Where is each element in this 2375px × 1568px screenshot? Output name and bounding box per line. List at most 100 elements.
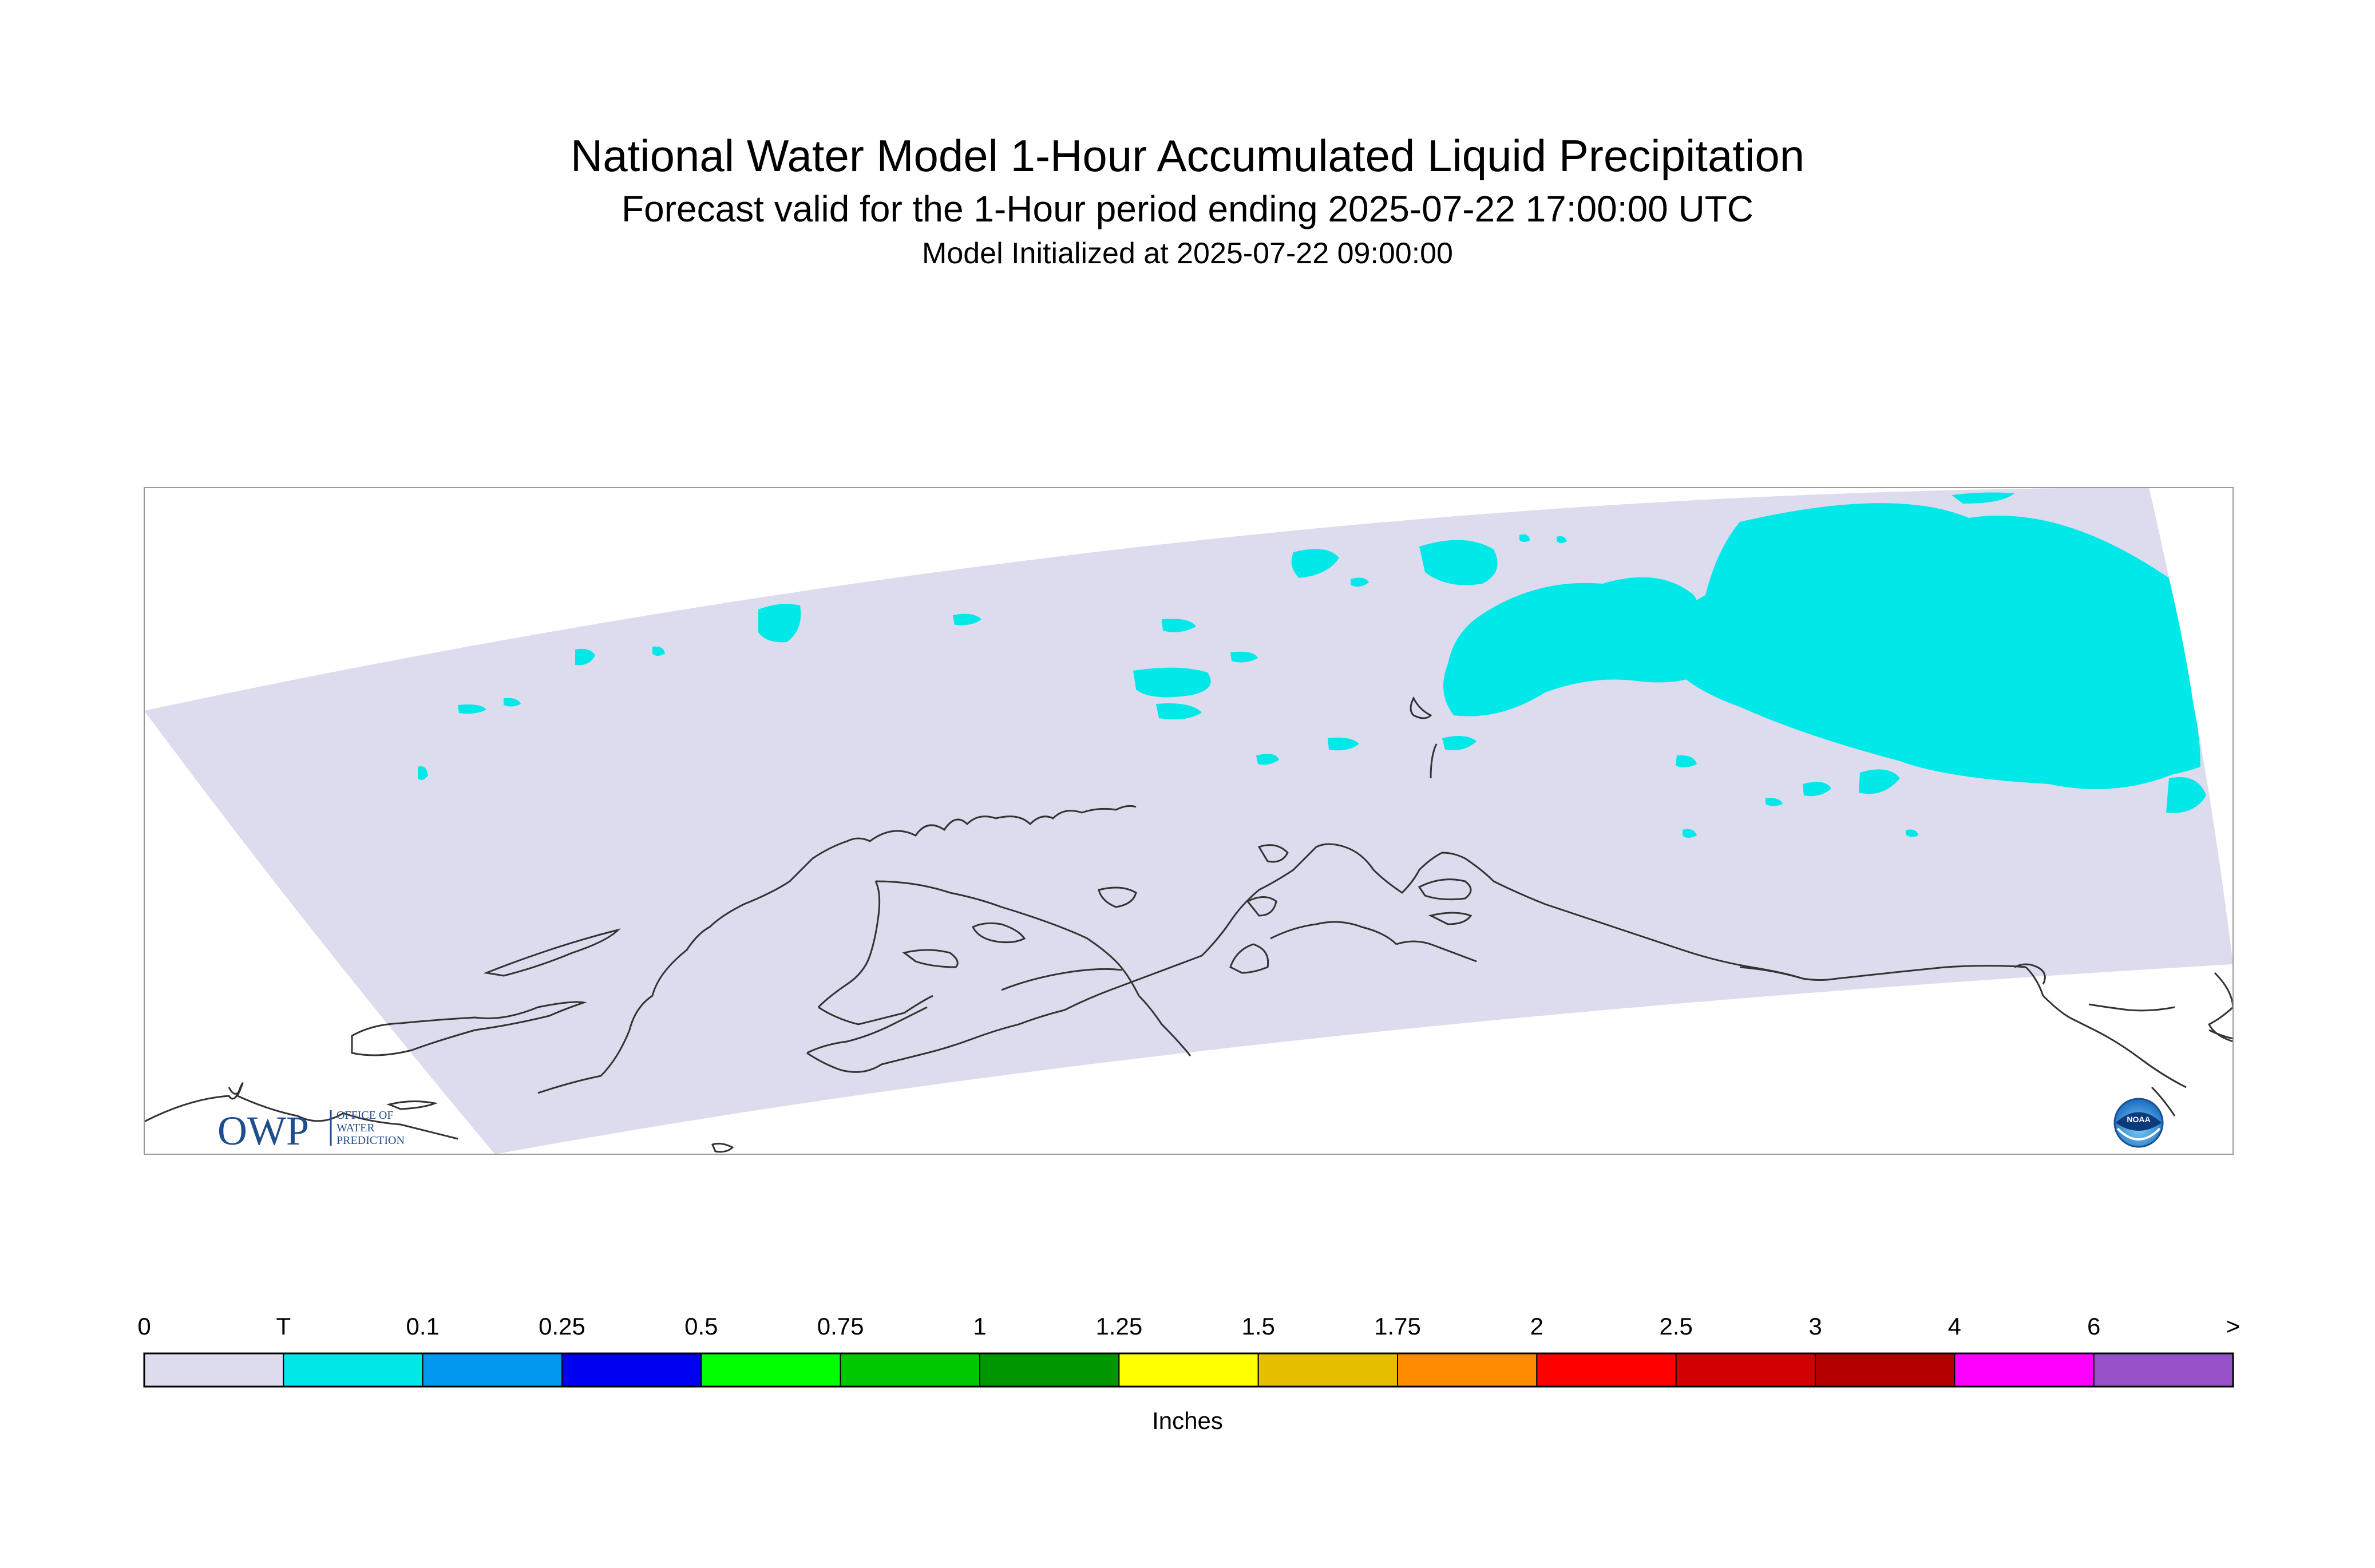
owp-logo-text-line-1: OFFICE OF bbox=[337, 1109, 393, 1122]
legend-color-swatch bbox=[422, 1353, 563, 1387]
coastline bbox=[144, 696, 2233, 1153]
map-frame bbox=[144, 487, 2234, 1155]
precip-cell bbox=[504, 698, 521, 707]
owp-logo-text-line-3: PREDICTION bbox=[337, 1134, 405, 1147]
coastline-path bbox=[971, 922, 1026, 944]
legend-tick-label: > bbox=[2226, 1313, 2241, 1340]
precip-cell bbox=[1156, 703, 1202, 720]
precipitation-trace-areas bbox=[418, 492, 2206, 838]
legend-tick-label: 2.5 bbox=[1659, 1313, 1693, 1340]
coastline-path bbox=[228, 1087, 242, 1095]
noaa-seal-icon: NOAA bbox=[2113, 1098, 2164, 1148]
owp-logo: OWP OFFICE OF WATER PREDICTION bbox=[217, 1108, 405, 1154]
coastline-path bbox=[902, 949, 959, 968]
coastline-path bbox=[2094, 1029, 2187, 1088]
precip-cell bbox=[1162, 619, 1196, 632]
legend-tick-label: 0.75 bbox=[817, 1313, 864, 1340]
precip-cell bbox=[458, 704, 486, 714]
precip-cell bbox=[1859, 769, 1900, 794]
coastline-path bbox=[817, 881, 881, 1008]
legend-tick-label: 1.75 bbox=[1374, 1313, 1421, 1340]
legend-tick-label: 4 bbox=[1948, 1313, 1962, 1340]
coastline-path bbox=[2025, 966, 2095, 1031]
legend-color-swatch bbox=[840, 1353, 980, 1387]
legend-color-swatch bbox=[1954, 1353, 2095, 1387]
coastline-path bbox=[1430, 743, 1438, 779]
legend-tick-label: T bbox=[276, 1313, 291, 1340]
precip-cell bbox=[1519, 534, 1530, 542]
precip-cell bbox=[575, 648, 595, 666]
coastline-path bbox=[806, 1006, 928, 1054]
legend-colorbar-border bbox=[143, 1352, 2234, 1388]
legend-color-swatch bbox=[283, 1353, 423, 1387]
coastline-path bbox=[483, 928, 621, 977]
legend-tick-label: 0.1 bbox=[406, 1313, 440, 1340]
legend-tick-label: 3 bbox=[1808, 1313, 1822, 1340]
coastline-path bbox=[711, 1142, 734, 1153]
legend-tick-label: 1.5 bbox=[1241, 1313, 1275, 1340]
legend-color-swatch bbox=[1815, 1353, 1956, 1387]
precip-cell bbox=[652, 646, 665, 656]
coastline-path bbox=[1201, 843, 1803, 980]
legend-color-swatch bbox=[1536, 1353, 1677, 1387]
legend-color-swatch bbox=[1118, 1353, 1259, 1387]
precip-cell bbox=[1557, 536, 1567, 543]
precip-cell bbox=[1660, 503, 2200, 789]
legend-tick-label: 1 bbox=[973, 1313, 987, 1340]
precip-cell bbox=[758, 604, 801, 643]
coastline-path bbox=[2088, 1003, 2175, 1012]
coastline-path bbox=[144, 1082, 458, 1140]
legend-tick-label: 0.5 bbox=[684, 1313, 718, 1340]
coastline-path bbox=[1410, 696, 1432, 719]
coastline-path bbox=[537, 805, 1137, 1094]
legend-tick-label: 1.25 bbox=[1095, 1313, 1143, 1340]
precip-cell bbox=[1906, 829, 1918, 837]
coastline-path bbox=[1001, 968, 1122, 991]
precip-cell bbox=[1256, 754, 1279, 765]
legend-tick-label: 0.25 bbox=[539, 1313, 585, 1340]
precip-cell bbox=[1676, 755, 1697, 767]
coastline-path bbox=[1739, 966, 1838, 981]
legend-color-swatch bbox=[144, 1353, 284, 1387]
coastline-path bbox=[1418, 878, 1472, 901]
precip-cell bbox=[1952, 492, 2014, 504]
coastline-path bbox=[1098, 886, 1137, 908]
precip-cell bbox=[2082, 655, 2200, 777]
coastline-path bbox=[2208, 1029, 2233, 1040]
precip-cell bbox=[1133, 667, 1211, 698]
coastline-path bbox=[1246, 896, 1277, 917]
legend-tick-label: 6 bbox=[2087, 1313, 2101, 1340]
forecast-valid-subtitle: Forecast valid for the 1-Hour period end… bbox=[621, 188, 1754, 229]
legend-color-swatch bbox=[1397, 1353, 1538, 1387]
legend-units-label: Inches bbox=[1152, 1407, 1223, 1434]
precip-cell bbox=[1419, 540, 1498, 585]
precip-cell bbox=[1442, 736, 1477, 750]
precip-cell bbox=[1230, 651, 1258, 663]
precip-cell bbox=[1351, 577, 1369, 587]
precip-cell bbox=[418, 766, 428, 781]
coastline-path bbox=[1257, 844, 1289, 863]
legend-color-swatch bbox=[979, 1353, 1120, 1387]
legend-colorbar bbox=[144, 1353, 2234, 1387]
legend-color-swatch bbox=[2093, 1353, 2234, 1387]
coastline-path bbox=[351, 1001, 587, 1056]
legend-color-swatch bbox=[1257, 1353, 1399, 1387]
coastline-path bbox=[1428, 912, 1472, 925]
precip-cell bbox=[2166, 777, 2206, 813]
legend-tick-label: 2 bbox=[1530, 1313, 1544, 1340]
precip-cell bbox=[1291, 549, 1339, 578]
noaa-logo-text: NOAA bbox=[2127, 1115, 2150, 1124]
precip-cell bbox=[1328, 737, 1359, 751]
precip-cell bbox=[953, 613, 981, 625]
map-title: National Water Model 1-Hour Accumulated … bbox=[570, 130, 1805, 181]
coastline-path bbox=[2014, 963, 2046, 985]
legend-color-swatch bbox=[700, 1353, 841, 1387]
coastline-path bbox=[2151, 1086, 2176, 1116]
precip-cell bbox=[1443, 577, 1712, 716]
coastline-path bbox=[1270, 921, 1398, 945]
coastline-path bbox=[1229, 943, 1269, 974]
precip-cell bbox=[1803, 782, 1831, 797]
owp-logo-text-line-2: WATER bbox=[337, 1122, 375, 1134]
coastline-path bbox=[1836, 965, 2026, 980]
